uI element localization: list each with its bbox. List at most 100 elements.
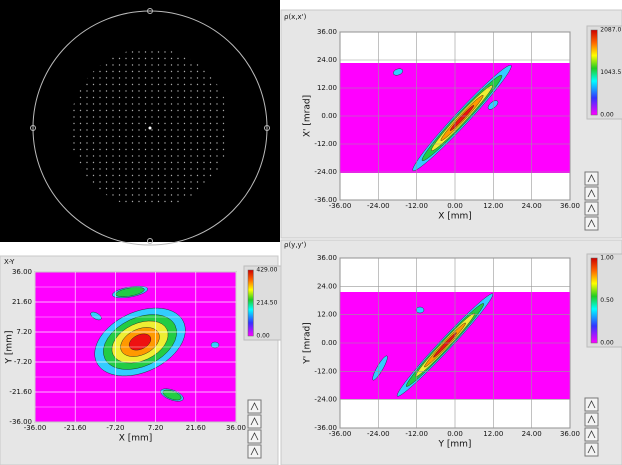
- beamlet: [197, 136, 198, 137]
- beamlet: [151, 175, 152, 176]
- plot-tool-button[interactable]: [585, 187, 598, 200]
- beamlet: [99, 136, 100, 137]
- beamlet: [184, 103, 185, 104]
- beamlet: [145, 77, 146, 78]
- beamlet: [119, 58, 120, 59]
- beamlet: [177, 181, 178, 182]
- beamlet: [216, 149, 217, 150]
- y-tick-label: -7.20: [14, 358, 32, 366]
- beamlet: [151, 168, 152, 169]
- beamlet: [73, 149, 74, 150]
- beamlet: [138, 116, 139, 117]
- beamlet: [93, 129, 94, 130]
- beamlet: [119, 142, 120, 143]
- beamlet: [190, 162, 191, 163]
- beamlet: [73, 116, 74, 117]
- plot-tool-button[interactable]: [585, 443, 598, 456]
- beamlet: [80, 129, 81, 130]
- beamlet: [138, 97, 139, 98]
- beamlet: [125, 110, 126, 111]
- plot-tool-button[interactable]: [585, 398, 598, 411]
- beamlet: [171, 77, 172, 78]
- plot-tool-button[interactable]: [585, 172, 598, 185]
- plot-tool-button[interactable]: [248, 415, 261, 428]
- beamlet: [106, 71, 107, 72]
- beamlet: [197, 129, 198, 130]
- beamlet: [145, 201, 146, 202]
- beamlet: [138, 168, 139, 169]
- beamlet: [177, 136, 178, 137]
- beamlet: [112, 188, 113, 189]
- y-tick-label: 0.00: [321, 339, 337, 347]
- beamlet: [145, 71, 146, 72]
- beamlet: [132, 142, 133, 143]
- beamlet: [106, 162, 107, 163]
- plot-tool-button[interactable]: [248, 445, 261, 458]
- beamlet: [86, 129, 87, 130]
- beamlet: [86, 136, 87, 137]
- beamlet: [184, 84, 185, 85]
- beamlet: [145, 90, 146, 91]
- beamlet: [125, 149, 126, 150]
- beamlet: [177, 155, 178, 156]
- beamlet: [184, 77, 185, 78]
- beamlet: [177, 142, 178, 143]
- plot-tool-button[interactable]: [585, 428, 598, 441]
- y-axis-label: X' [mrad]: [303, 95, 313, 137]
- beamlet: [125, 136, 126, 137]
- beamlet: [158, 64, 159, 65]
- y-tick-label: 36.00: [12, 268, 32, 276]
- plot-tool-button[interactable]: [248, 430, 261, 443]
- beamlet: [145, 97, 146, 98]
- beamlet: [99, 162, 100, 163]
- y-tick-label: 21.60: [12, 298, 32, 306]
- beamlet: [190, 116, 191, 117]
- beamlet: [164, 194, 165, 195]
- beamlet: [177, 97, 178, 98]
- plot-tool-button[interactable]: [248, 400, 261, 413]
- beamlet: [145, 84, 146, 85]
- x-tick-label: 12.00: [483, 202, 503, 210]
- beamlet: [86, 90, 87, 91]
- beamlet: [171, 123, 172, 124]
- beamlet: [132, 181, 133, 182]
- beamlet: [93, 90, 94, 91]
- beamlet: [184, 136, 185, 137]
- beamlet: [197, 168, 198, 169]
- beamlet: [119, 103, 120, 104]
- beamlet: [138, 51, 139, 52]
- beamlet: [158, 129, 159, 130]
- y-tick-label: 0.00: [321, 112, 337, 120]
- beamlet: [210, 90, 211, 91]
- plot-tool-button[interactable]: [585, 217, 598, 230]
- beamlet: [73, 123, 74, 124]
- plot-tool-button[interactable]: [585, 202, 598, 215]
- beamlet: [197, 64, 198, 65]
- beamlet: [184, 188, 185, 189]
- plot-tool-button[interactable]: [585, 413, 598, 426]
- beamlet: [119, 116, 120, 117]
- beamlet: [145, 123, 146, 124]
- beamlet: [73, 129, 74, 130]
- beamlet: [138, 123, 139, 124]
- y-tick-label: 24.00: [317, 282, 337, 290]
- beamlet: [112, 90, 113, 91]
- beamlet: [112, 110, 113, 111]
- beamlet: [119, 175, 120, 176]
- panel-title: ρ(x,x'): [284, 13, 307, 21]
- beamlet: [119, 188, 120, 189]
- beamlet: [151, 103, 152, 104]
- beamlet: [164, 51, 165, 52]
- beamlet: [80, 116, 81, 117]
- beamlet: [112, 116, 113, 117]
- beamlet: [80, 142, 81, 143]
- beamlet: [119, 155, 120, 156]
- beamlet: [132, 188, 133, 189]
- beamlet: [203, 149, 204, 150]
- beamlet: [171, 136, 172, 137]
- beamlet: [171, 110, 172, 111]
- beamlet: [216, 90, 217, 91]
- beamlet: [210, 129, 211, 130]
- beamlet: [177, 175, 178, 176]
- beamlet: [197, 84, 198, 85]
